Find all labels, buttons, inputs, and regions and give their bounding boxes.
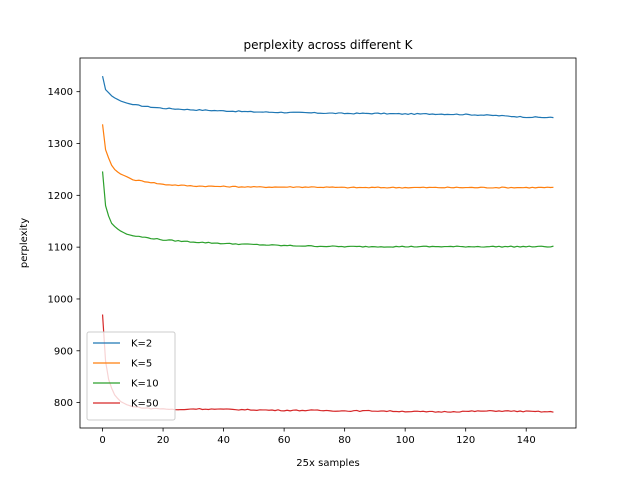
y-tick-label: 1300 — [48, 139, 73, 150]
x-tick-label: 120 — [456, 435, 475, 446]
series-lines — [101, 76, 554, 413]
legend-label: K=50 — [131, 399, 159, 410]
y-axis-ticks: 800 900 1000 1100 1200 1300 1400 — [48, 87, 80, 409]
series-line-k-10 — [101, 171, 554, 248]
legend-label: K=2 — [131, 339, 152, 350]
series-line-k-50 — [101, 314, 554, 413]
legend: K=2 K=5 K=10 K=50 — [86, 331, 176, 421]
y-tick-label: 800 — [54, 398, 73, 409]
x-tick-label: 100 — [396, 435, 415, 446]
legend-items: K=2 K=5 K=10 K=50 — [93, 339, 159, 410]
plot-frame — [79, 57, 577, 429]
x-tick-label: 20 — [157, 435, 170, 446]
legend-label: K=5 — [131, 359, 152, 370]
y-tick-label: 900 — [54, 346, 73, 357]
series-line-k-2 — [101, 76, 554, 119]
y-tick-label: 1200 — [48, 191, 73, 202]
x-tick-label: 80 — [338, 435, 351, 446]
y-tick-label: 1400 — [48, 87, 73, 98]
x-axis-label: 25x samples — [296, 458, 359, 469]
legend-box — [86, 331, 176, 421]
chart-title: perplexity across different K — [243, 38, 413, 52]
y-tick-label: 1000 — [48, 294, 73, 305]
y-tick-label: 1100 — [48, 243, 73, 254]
legend-label: K=10 — [131, 379, 159, 390]
x-axis-ticks: 0 20 40 60 80 100 120 140 — [99, 428, 536, 446]
x-tick-label: 60 — [278, 435, 291, 446]
y-axis-label: perplexity — [19, 218, 30, 268]
series-line-k-5 — [101, 124, 554, 189]
x-tick-label: 40 — [217, 435, 230, 446]
x-tick-label: 0 — [99, 435, 105, 446]
x-tick-label: 140 — [517, 435, 536, 446]
